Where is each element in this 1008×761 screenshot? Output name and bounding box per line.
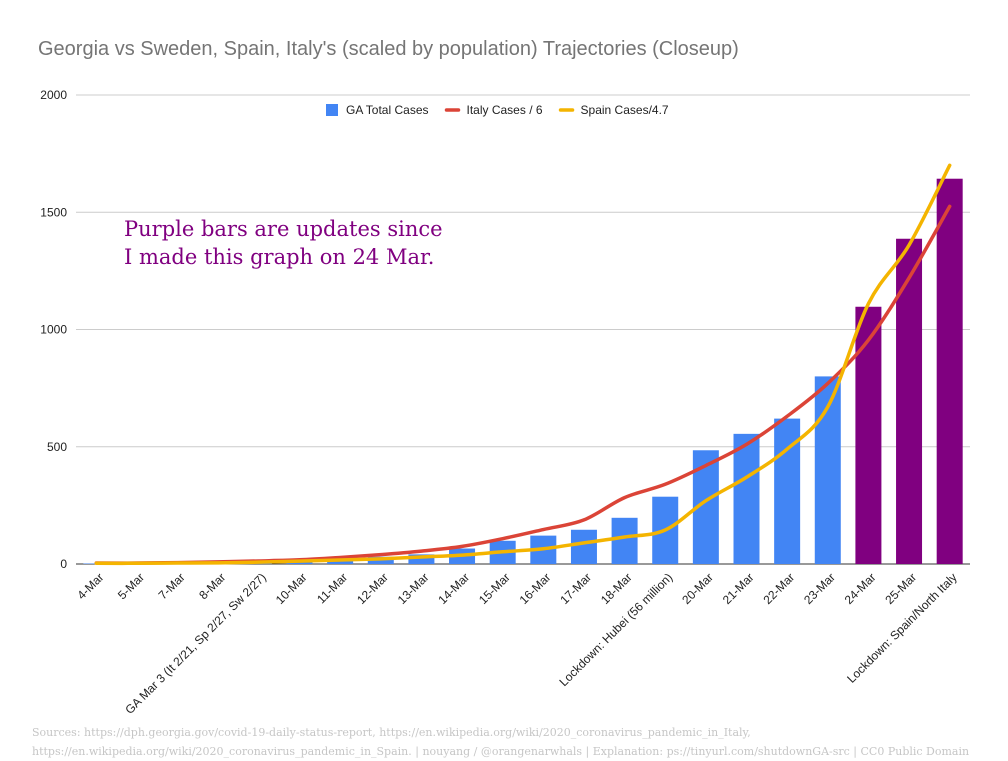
bar [896, 239, 922, 564]
y-tick-label: 1500 [40, 205, 67, 219]
bar [571, 530, 597, 564]
x-tick-label: 20-Mar [679, 570, 716, 607]
legend-label: Italy Cases / 6 [467, 103, 543, 117]
x-tick-label: 12-Mar [354, 570, 391, 607]
x-tick-label: 18-Mar [598, 570, 635, 607]
y-tick-label: 1000 [40, 323, 67, 337]
x-tick-label: 11-Mar [314, 570, 350, 606]
x-tick-label: 5-Mar [115, 570, 147, 602]
annotation-line: I made this graph on 24 Mar. [124, 245, 434, 269]
x-tick-label: 24-Mar [842, 570, 879, 607]
x-tick-label: 15-Mar [476, 570, 513, 607]
x-tick-label: 10-Mar [273, 570, 310, 607]
x-tick-label: 16-Mar [517, 570, 554, 607]
sources-line-2: https://en.wikipedia.org/wiki/2020_coron… [32, 742, 969, 761]
annotation: Purple bars are updates since I made this… [124, 217, 443, 269]
x-tick-label: 8-Mar [196, 570, 228, 602]
sources-footer: Sources: https://dph.georgia.gov/covid-1… [32, 723, 969, 761]
y-tick-label: 2000 [40, 88, 67, 102]
bar [612, 518, 638, 564]
bar [855, 307, 881, 564]
x-tick-label: 23-Mar [801, 570, 838, 607]
x-tick-label: 14-Mar [435, 570, 472, 607]
y-tick-label: 500 [47, 440, 67, 454]
x-tick-label: 22-Mar [760, 570, 797, 607]
legend-swatch [326, 104, 338, 116]
x-tick-label: 21-Mar [720, 570, 757, 607]
x-tick-label: 17-Mar [557, 570, 594, 607]
legend-label: GA Total Cases [346, 103, 429, 117]
legend-label: Spain Cases/4.7 [581, 103, 669, 117]
legend: GA Total Cases Italy Cases / 6 Spain Cases… [326, 103, 669, 117]
y-tick-label: 0 [60, 557, 67, 571]
x-tick-label: 7-Mar [156, 570, 188, 602]
x-tick-label: 4-Mar [74, 570, 106, 602]
bar [734, 434, 760, 564]
y-axis-ticks: 0 500 1000 1500 2000 [40, 88, 67, 571]
annotation-line: Purple bars are updates since [124, 217, 443, 241]
bar [937, 179, 963, 564]
sources-line-1: Sources: https://dph.georgia.gov/covid-1… [32, 723, 969, 742]
x-tick-label: 13-Mar [395, 570, 432, 607]
x-tick-label: 25-Mar [882, 570, 919, 607]
